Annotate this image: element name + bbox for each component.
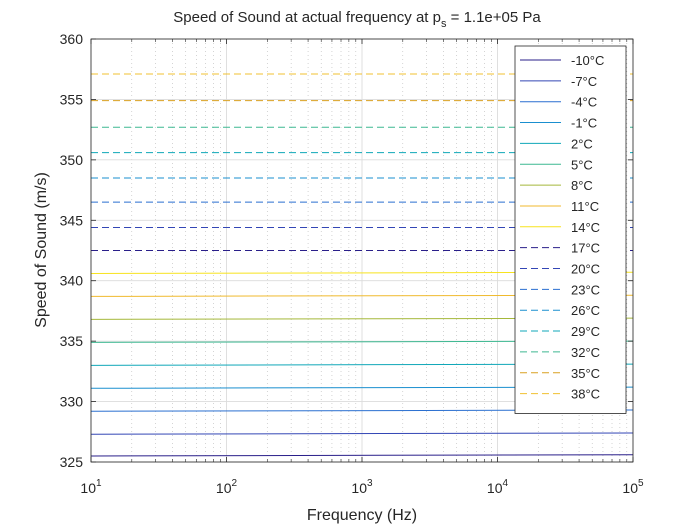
legend-label: 23°C [571,282,600,297]
y-tick-label: 335 [60,333,84,349]
x-tick-exponent: 2 [232,478,238,489]
x-tick-base: 10 [622,480,638,496]
axes [90,38,634,463]
y-tick-label: 340 [60,273,84,289]
legend-label: 20°C [571,262,600,277]
y-tick-label: 345 [60,212,84,228]
y-tick-label: 325 [60,454,84,470]
legend: -10°C -7°C -4°C -1°C 2°C 5°C 8°C 11°C 14°C 17°C 20… [514,45,627,414]
chart-title-main: Speed of Sound at actual frequency at p [173,9,441,26]
chart-title-tail: = 1.1e+05 Pa [446,9,541,26]
y-tick-label: 350 [60,152,84,168]
legend-label: 35°C [571,366,600,381]
x-tick-exponent: 4 [503,478,509,489]
x-tick-base: 10 [351,480,367,496]
legend-label: 29°C [571,324,600,339]
x-tick-label: 105 [622,478,644,496]
x-tick-base: 10 [80,480,96,496]
legend-label: 14°C [571,220,600,235]
y-tick-label: 355 [60,91,84,107]
legend-label: -1°C [571,116,597,131]
x-tick-base: 10 [216,480,232,496]
x-axis-label: Frequency (Hz) [307,507,417,524]
legend-label: 8°C [571,178,593,193]
legend-label: 11°C [571,199,599,214]
x-tick-label: 103 [351,478,373,496]
y-axis-label: Speed of Sound (m/s) [33,172,50,328]
chart-title: Speed of Sound at actual frequency at ps… [173,9,541,30]
legend-label: 32°C [571,345,600,360]
series-line-1 [90,432,634,435]
x-tick-exponent: 3 [367,478,373,489]
x-tick-label: 102 [216,478,238,496]
legend-label: 17°C [571,241,600,256]
chart-title-subscript: s [441,18,447,30]
x-tick-label: 101 [80,478,102,496]
legend-label: -4°C [571,95,597,110]
legend-label: 26°C [571,303,600,318]
x-tick-exponent: 5 [638,478,644,489]
legend-label: -10°C [571,53,604,68]
legend-label: 5°C [571,157,593,172]
x-tick-exponent: 1 [96,478,102,489]
legend-label: -7°C [571,74,597,89]
y-tick-label: 330 [60,394,84,410]
legend-label: 38°C [571,387,600,402]
legend-label: 2°C [571,136,593,151]
y-tick-label: 360 [60,31,84,47]
series-line-0 [90,454,634,457]
x-tick-label: 104 [487,478,509,496]
x-tick-base: 10 [487,480,503,496]
